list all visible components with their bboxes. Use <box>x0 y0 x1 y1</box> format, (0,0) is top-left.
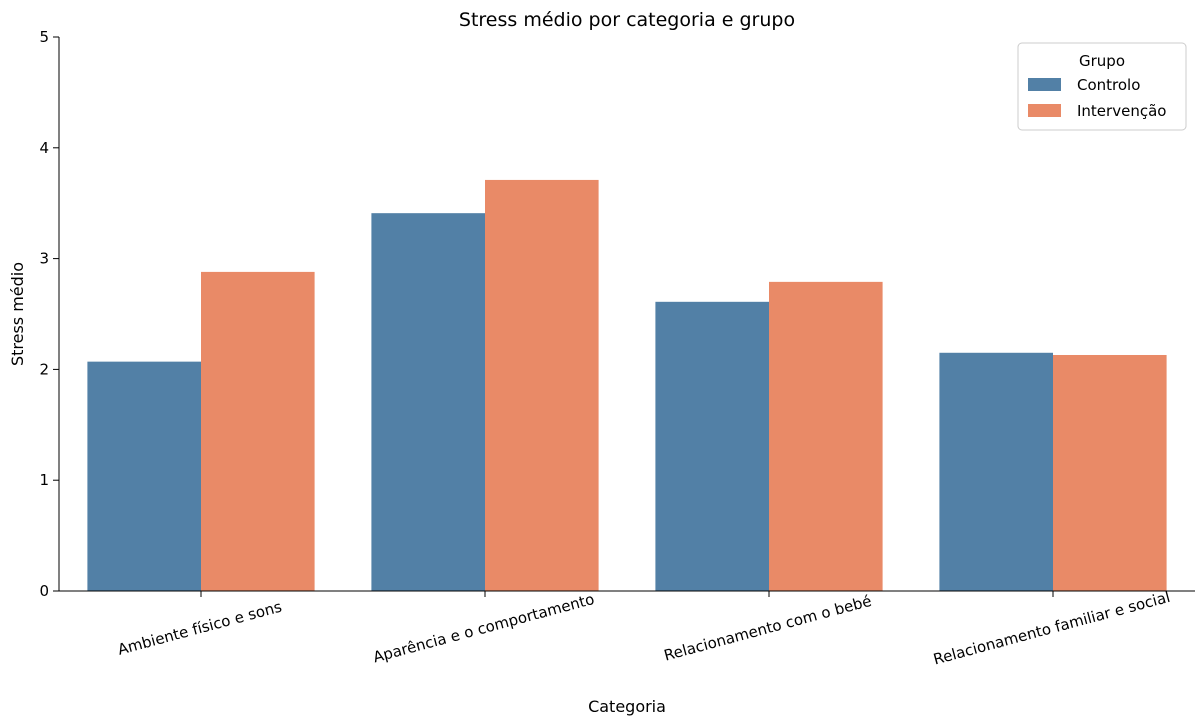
legend-label-controlo: Controlo <box>1077 76 1140 94</box>
legend-label-intervencao: Intervenção <box>1077 102 1166 120</box>
y-tick-label: 4 <box>39 139 49 157</box>
chart-title: Stress médio por categoria e grupo <box>459 9 795 31</box>
x-tick-label: Relacionamento familiar e social <box>931 588 1172 669</box>
y-ticks: 0 1 2 3 4 5 <box>39 28 59 600</box>
legend-swatch-intervencao <box>1028 104 1061 117</box>
bar-interven-o-0 <box>201 271 315 591</box>
bar-controlo-1 <box>371 213 485 591</box>
bar-controlo-2 <box>655 301 769 591</box>
y-tick-label: 5 <box>39 28 49 46</box>
x-tick-label: Aparência e o comportamento <box>371 590 596 666</box>
legend-swatch-controlo <box>1028 78 1061 91</box>
axes-layer <box>58 37 1195 592</box>
x-tick-label: Relacionamento com o bebé <box>662 592 873 665</box>
bar-interven-o-2 <box>769 281 883 591</box>
legend: Grupo Controlo Intervenção <box>1017 42 1187 131</box>
x-axis-label: Categoria <box>588 697 666 716</box>
bar-controlo-3 <box>939 352 1053 591</box>
x-tick-label: Ambiente físico e sons <box>116 598 284 659</box>
y-axis-label: Stress médio <box>8 262 27 366</box>
y-tick-label: 2 <box>39 360 49 378</box>
y-tick-label: 3 <box>39 250 49 268</box>
bar-controlo-0 <box>87 361 201 591</box>
y-tick-label: 0 <box>39 582 49 600</box>
x-ticks: Ambiente físico e sons Aparência e o comp… <box>116 588 1172 669</box>
legend-title: Grupo <box>1079 52 1125 70</box>
bar-interven-o-1 <box>485 179 599 591</box>
bars-layer <box>87 179 1167 591</box>
y-tick-label: 1 <box>39 471 49 489</box>
bar-interven-o-3 <box>1053 354 1167 591</box>
